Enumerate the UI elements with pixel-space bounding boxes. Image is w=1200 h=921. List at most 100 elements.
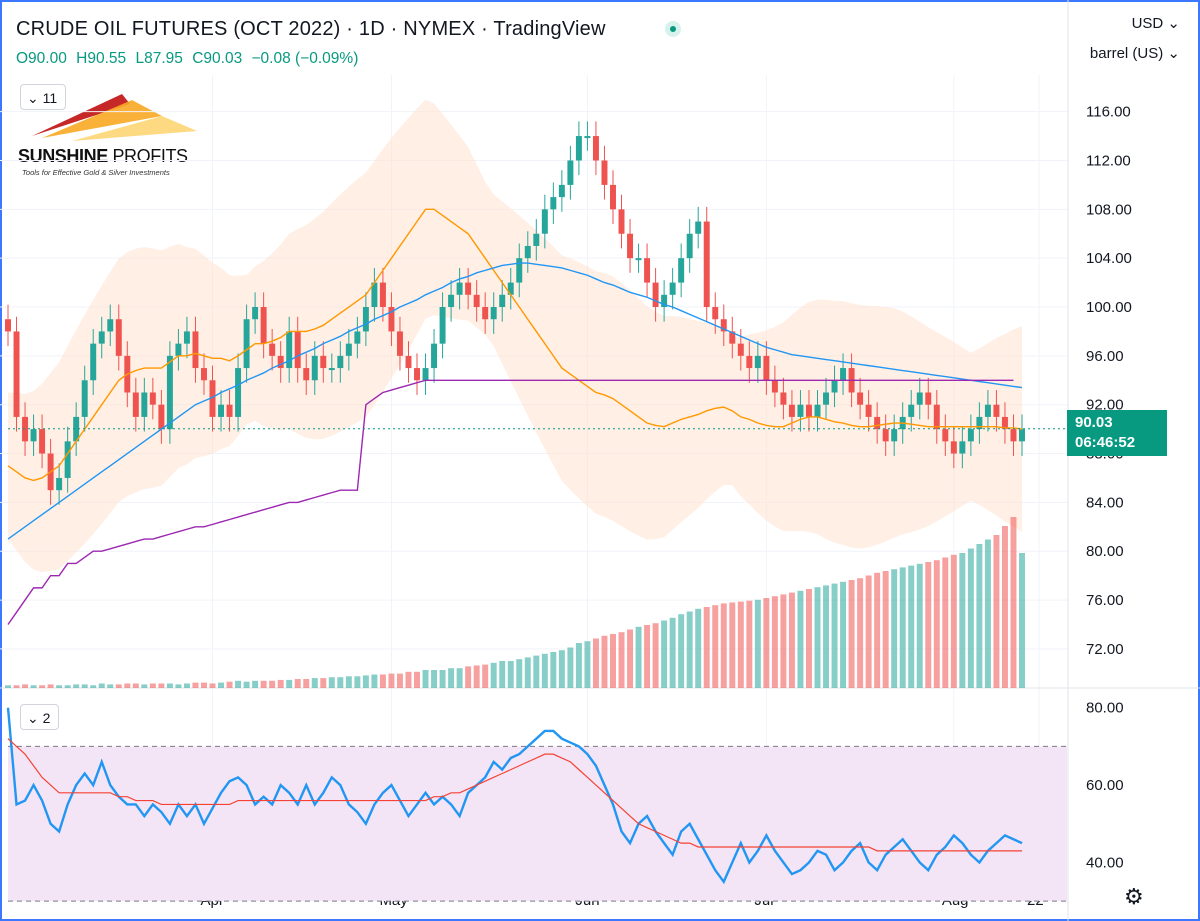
candle-body <box>115 319 122 356</box>
volume-bar <box>132 683 139 688</box>
gear-icon[interactable]: ⚙ <box>1124 884 1144 909</box>
candle-body <box>993 404 1000 417</box>
main-pane-indicators-toggle[interactable]: ⌄ 11 <box>20 84 67 110</box>
y-tick-label: 92.00 <box>1086 397 1124 414</box>
candle-body <box>396 331 403 356</box>
volume-bar <box>857 578 864 688</box>
volume-bar <box>840 581 847 688</box>
volume-bar <box>252 680 259 688</box>
y-tick-label: 76.00 <box>1086 592 1124 609</box>
candle-body <box>550 197 557 210</box>
last-price-label: 90.03 06:46:52 <box>1067 410 1167 456</box>
candle-body <box>277 355 284 369</box>
volume-bar <box>1019 553 1025 688</box>
candle-body <box>243 319 250 369</box>
volume-bar <box>201 682 207 688</box>
volume-bar <box>311 678 318 688</box>
volume-bar <box>729 602 736 688</box>
candle-body <box>328 368 335 371</box>
volume-bar <box>482 664 489 688</box>
price-band <box>8 99 1022 573</box>
volume-bar <box>516 659 523 688</box>
chart-title: CRUDE OIL FUTURES (OCT 2022) · 1D · NYME… <box>16 18 606 40</box>
candle-body <box>507 282 514 295</box>
volume-bar <box>294 679 301 688</box>
candle-body <box>967 429 974 442</box>
unit-select[interactable]: barrel (US) ⌄ <box>1089 45 1180 62</box>
volume-bar <box>47 684 54 688</box>
candle-body <box>260 307 267 344</box>
volume-bar <box>149 683 156 688</box>
market-status-icon[interactable] <box>665 21 681 37</box>
candle-body <box>5 319 11 332</box>
logo-tagline: Tools for Effective Gold & Silver Invest… <box>22 168 170 177</box>
volume-bar <box>414 671 420 688</box>
volume-bar <box>260 680 267 688</box>
candle-body <box>482 307 489 320</box>
chevron-down-icon: ⌄ <box>27 90 43 106</box>
candle-body <box>158 404 165 430</box>
y-tick-label: 100.00 <box>1086 299 1132 316</box>
volume-bar <box>848 580 855 688</box>
currency-select[interactable]: USD ⌄ <box>1131 15 1180 32</box>
candle-body <box>916 392 923 405</box>
candle-body <box>269 343 276 356</box>
volume-bar <box>456 668 463 688</box>
volume-bar <box>448 668 455 688</box>
volume-bar <box>558 650 565 688</box>
volume-bar <box>269 680 276 688</box>
candle-body <box>39 429 46 454</box>
volume-bar <box>737 601 744 688</box>
candle-body <box>294 331 301 369</box>
candle-body <box>797 404 804 417</box>
last-price: 90.03 <box>1075 414 1113 431</box>
rsi-pane-indicators-toggle[interactable]: ⌄ 2 <box>20 704 60 730</box>
ohlc-open: O90.00 <box>16 50 67 67</box>
candle-body <box>925 392 932 405</box>
candle-body <box>695 221 702 234</box>
volume-bar <box>158 683 165 688</box>
candle-body <box>218 404 225 417</box>
candle-body <box>840 368 847 381</box>
candle-body <box>362 307 369 332</box>
volume-bar <box>967 548 974 688</box>
volume-bar <box>277 679 284 688</box>
volume-bar <box>5 685 11 688</box>
candle-body <box>13 331 20 417</box>
volume-bar <box>56 685 63 688</box>
candle-body <box>891 429 898 442</box>
volume-bar <box>984 539 991 688</box>
volume-bar <box>592 638 599 688</box>
volume-bar <box>166 683 173 688</box>
volume-bar <box>993 535 1000 688</box>
volume-bar <box>533 655 540 688</box>
volume-bar <box>712 605 719 688</box>
y-tick-label: 108.00 <box>1086 201 1132 218</box>
volume-bar <box>98 683 105 688</box>
volume-bar <box>644 625 651 688</box>
volume-bar <box>575 643 582 688</box>
candle-body <box>712 307 719 320</box>
volume-bar <box>507 661 514 688</box>
volume-bar <box>823 585 829 688</box>
candle-body <box>149 392 156 405</box>
candle-body <box>22 416 29 442</box>
candle-body <box>661 294 668 308</box>
rsi-tick-label: 80.00 <box>1086 700 1124 717</box>
candle-body <box>516 258 523 283</box>
volume-bar <box>661 620 668 688</box>
volume-bar <box>13 685 20 688</box>
ma_fast-line <box>7 208 1023 482</box>
volume-bar <box>73 684 80 688</box>
volume-bar <box>908 565 915 688</box>
candle-body <box>414 368 420 381</box>
volume-bar <box>1001 526 1008 688</box>
candle-body <box>73 416 80 442</box>
y-tick-label: 72.00 <box>1086 641 1124 658</box>
volume-bar <box>465 666 472 688</box>
candle-body <box>746 355 753 369</box>
volume-bar <box>831 583 838 688</box>
volume-bar <box>499 661 506 688</box>
